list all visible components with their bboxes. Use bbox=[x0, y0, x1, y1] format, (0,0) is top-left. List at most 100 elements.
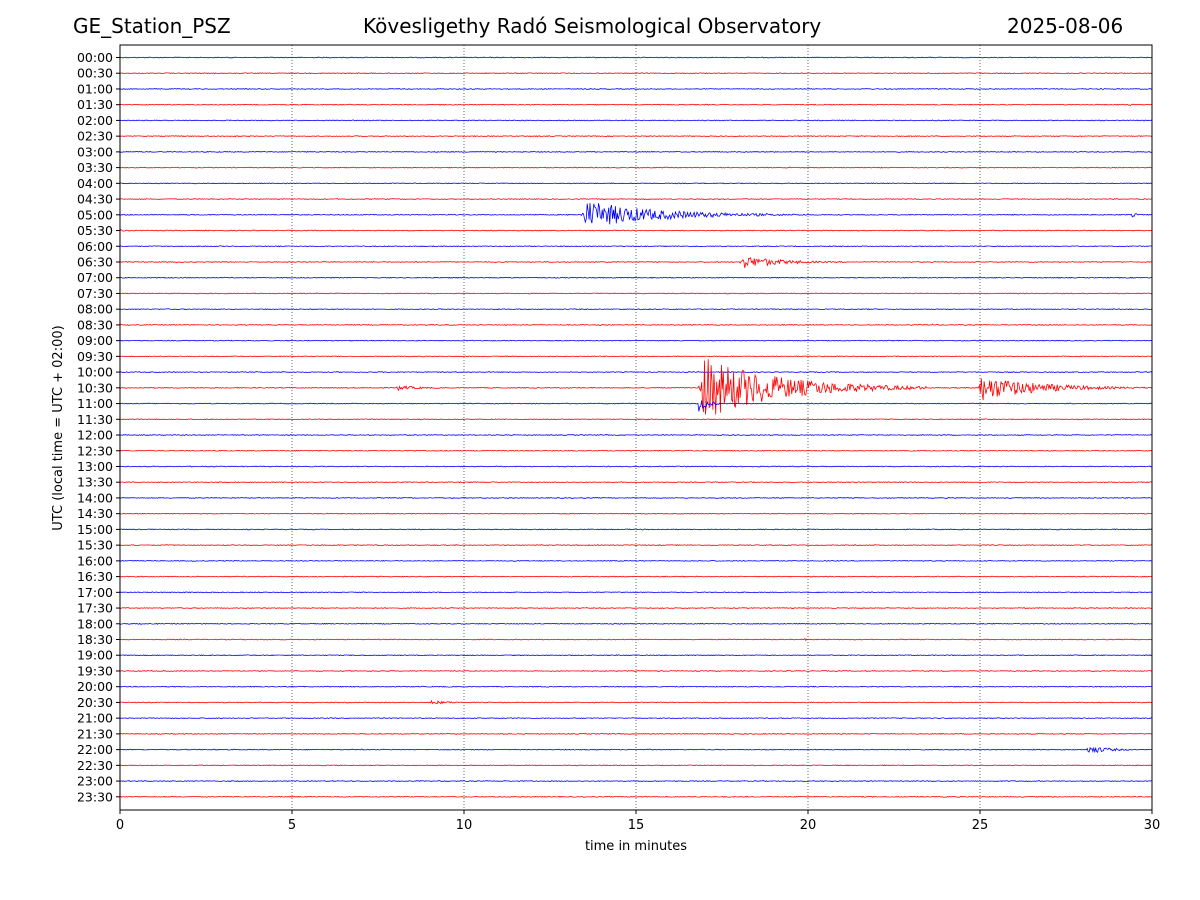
row-label: 00:30 bbox=[77, 66, 113, 81]
row-label: 15:30 bbox=[77, 538, 113, 553]
trace-13:00 bbox=[119, 465, 1153, 468]
row-label: 05:30 bbox=[77, 223, 113, 238]
trace-12:00 bbox=[119, 434, 1153, 436]
trace-12:30 bbox=[119, 449, 1153, 452]
row-label: 09:30 bbox=[77, 349, 113, 364]
trace-17:30 bbox=[119, 607, 1153, 609]
trace-18:00 bbox=[120, 622, 1153, 625]
trace-10:00 bbox=[119, 371, 1153, 374]
trace-23:30 bbox=[119, 795, 1153, 798]
trace-19:30 bbox=[119, 670, 1153, 672]
row-label: 18:00 bbox=[77, 616, 113, 631]
trace-13:30 bbox=[120, 481, 1153, 484]
trace-01:30 bbox=[119, 103, 1153, 106]
trace-07:30 bbox=[119, 292, 1153, 295]
trace-06:30 bbox=[119, 257, 1153, 269]
row-label: 06:30 bbox=[77, 254, 113, 269]
trace-08:00 bbox=[119, 308, 1153, 311]
row-label: 06:00 bbox=[77, 239, 113, 254]
row-label: 07:30 bbox=[77, 286, 113, 301]
row-label: 11:00 bbox=[77, 396, 113, 411]
trace-05:30 bbox=[119, 229, 1153, 232]
trace-04:30 bbox=[119, 198, 1153, 201]
row-label: 03:00 bbox=[77, 144, 113, 159]
row-label: 16:30 bbox=[77, 569, 113, 584]
trace-20:00 bbox=[119, 685, 1153, 688]
trace-22:00 bbox=[119, 746, 1153, 754]
trace-20:30 bbox=[119, 699, 1153, 705]
x-axis-ticks: 0 5 10 15 20 25 30 bbox=[116, 810, 1160, 833]
row-label: 10:30 bbox=[77, 380, 113, 395]
row-label: 12:30 bbox=[77, 443, 113, 458]
row-label: 22:00 bbox=[77, 742, 113, 757]
trace-01:00 bbox=[119, 88, 1152, 90]
trace-04:00 bbox=[120, 182, 1153, 185]
seismic-traces bbox=[119, 56, 1153, 798]
trace-11:30 bbox=[119, 418, 1153, 421]
observatory-title: Kövesligethy Radó Seismological Observat… bbox=[363, 14, 822, 38]
trace-16:30 bbox=[119, 575, 1153, 578]
trace-11:00 bbox=[119, 400, 1153, 412]
row-label: 23:00 bbox=[77, 774, 113, 789]
trace-08:30 bbox=[119, 323, 1153, 326]
row-label: 11:30 bbox=[77, 412, 113, 427]
trace-06:00 bbox=[119, 245, 1153, 248]
x-tick-label: 30 bbox=[1144, 818, 1161, 833]
row-label: 17:30 bbox=[77, 601, 113, 616]
trace-07:00 bbox=[119, 276, 1153, 279]
trace-02:00 bbox=[119, 119, 1152, 122]
trace-17:00 bbox=[119, 591, 1153, 594]
row-label: 18:30 bbox=[77, 632, 113, 647]
trace-18:30 bbox=[119, 637, 1153, 642]
trace-09:00 bbox=[119, 339, 1153, 342]
trace-15:00 bbox=[119, 528, 1153, 531]
row-label: 03:30 bbox=[77, 160, 113, 175]
x-tick-label: 5 bbox=[288, 818, 296, 833]
x-tick-label: 20 bbox=[800, 818, 817, 833]
row-label: 20:00 bbox=[77, 679, 113, 694]
trace-21:00 bbox=[119, 717, 1153, 720]
x-axis-label: time in minutes bbox=[585, 839, 687, 854]
row-label: 02:00 bbox=[77, 113, 113, 128]
trace-03:30 bbox=[119, 166, 1152, 169]
row-label: 01:30 bbox=[77, 97, 113, 112]
trace-09:30 bbox=[119, 355, 1153, 358]
row-label: 10:00 bbox=[77, 365, 113, 380]
x-tick-label: 15 bbox=[628, 818, 645, 833]
row-label: 19:00 bbox=[77, 648, 113, 663]
row-label: 01:00 bbox=[77, 81, 113, 96]
row-label: 17:00 bbox=[77, 585, 113, 600]
trace-21:30 bbox=[119, 732, 1152, 735]
row-label: 07:00 bbox=[77, 270, 113, 285]
row-label: 04:30 bbox=[77, 192, 113, 207]
row-label: 05:00 bbox=[77, 207, 113, 222]
trace-05:00 bbox=[119, 202, 1153, 225]
y-axis-ticks: 00:0000:3001:0001:3002:0002:3003:0003:30… bbox=[77, 50, 120, 804]
row-label: 16:00 bbox=[77, 553, 113, 568]
trace-10:30 bbox=[119, 359, 1152, 415]
trace-02:30 bbox=[119, 135, 1152, 138]
station-title: GE_Station_PSZ bbox=[73, 14, 231, 38]
row-label: 20:30 bbox=[77, 695, 113, 710]
row-label: 21:30 bbox=[77, 726, 113, 741]
x-tick-label: 0 bbox=[116, 818, 124, 833]
row-label: 08:30 bbox=[77, 317, 113, 332]
row-label: 13:00 bbox=[77, 459, 113, 474]
row-label: 22:30 bbox=[77, 758, 113, 773]
trace-00:30 bbox=[119, 72, 1153, 75]
trace-03:00 bbox=[119, 150, 1153, 153]
row-label: 15:00 bbox=[77, 522, 113, 537]
row-label: 19:30 bbox=[77, 663, 113, 678]
trace-22:30 bbox=[120, 764, 1153, 767]
row-label: 00:00 bbox=[77, 50, 113, 65]
row-label: 14:30 bbox=[77, 506, 113, 521]
trace-15:30 bbox=[119, 544, 1152, 546]
row-label: 12:00 bbox=[77, 428, 113, 443]
trace-00:00 bbox=[119, 56, 1153, 59]
row-label: 09:00 bbox=[77, 333, 113, 348]
row-label: 14:00 bbox=[77, 490, 113, 505]
trace-16:00 bbox=[119, 560, 1153, 562]
trace-19:00 bbox=[119, 654, 1153, 657]
date-title: 2025-08-06 bbox=[1007, 14, 1124, 38]
